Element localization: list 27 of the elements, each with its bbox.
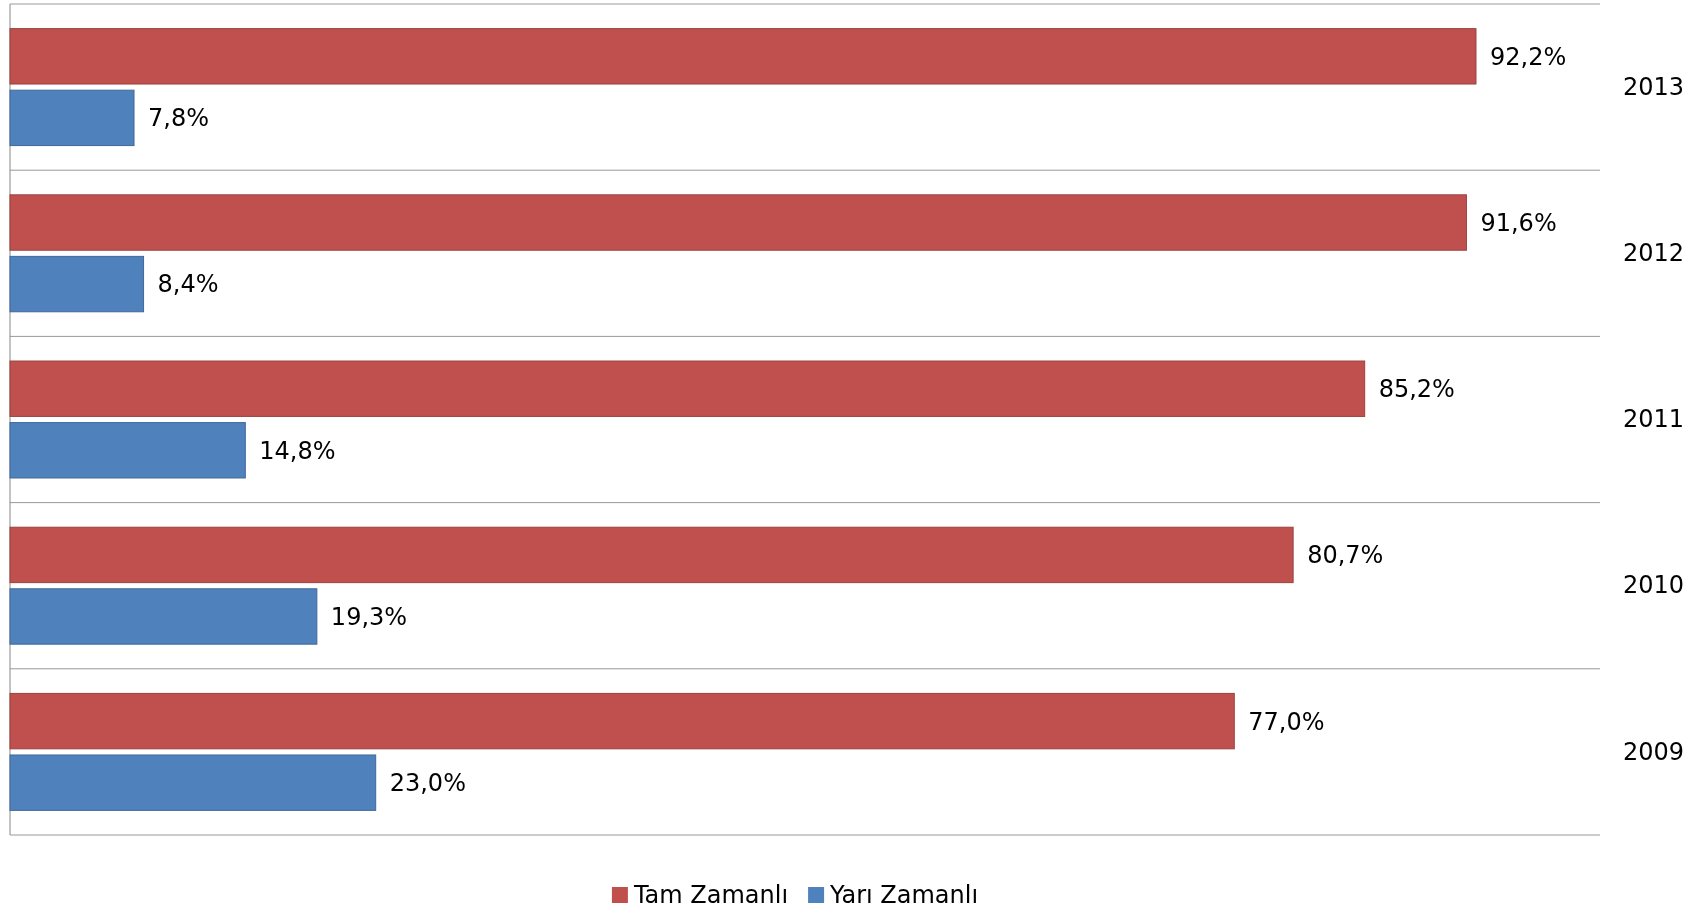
bar <box>9 255 145 313</box>
legend-label: Tam Zamanlı <box>632 881 789 910</box>
data-label: 77,0% <box>1248 707 1325 736</box>
data-label: 80,7% <box>1307 541 1384 570</box>
y-tick-label: 2009 <box>1623 737 1685 766</box>
y-tick-label: 2010 <box>1623 571 1685 600</box>
data-label: 91,6% <box>1480 208 1557 237</box>
data-label: 23,0% <box>389 769 466 798</box>
bar <box>9 89 135 147</box>
data-label: 14,8% <box>259 436 336 465</box>
bar <box>9 526 1294 584</box>
bar <box>9 754 377 811</box>
bar <box>9 692 1235 750</box>
y-tick-label: 2011 <box>1623 405 1685 434</box>
data-label: 85,2% <box>1378 375 1455 404</box>
legend-label: Yarı Zamanlı <box>829 881 979 910</box>
data-label: 92,2% <box>1489 42 1567 71</box>
bar <box>9 422 246 479</box>
bar <box>9 28 1477 85</box>
data-label: 8,4% <box>157 270 219 299</box>
y-tick-label: 2012 <box>1623 238 1685 267</box>
data-label: 19,3% <box>330 602 408 631</box>
bar <box>9 360 1366 417</box>
bar <box>9 194 1467 251</box>
y-tick-label: 2013 <box>1623 72 1685 101</box>
bar <box>9 588 318 645</box>
data-label: 7,8% <box>148 104 209 133</box>
